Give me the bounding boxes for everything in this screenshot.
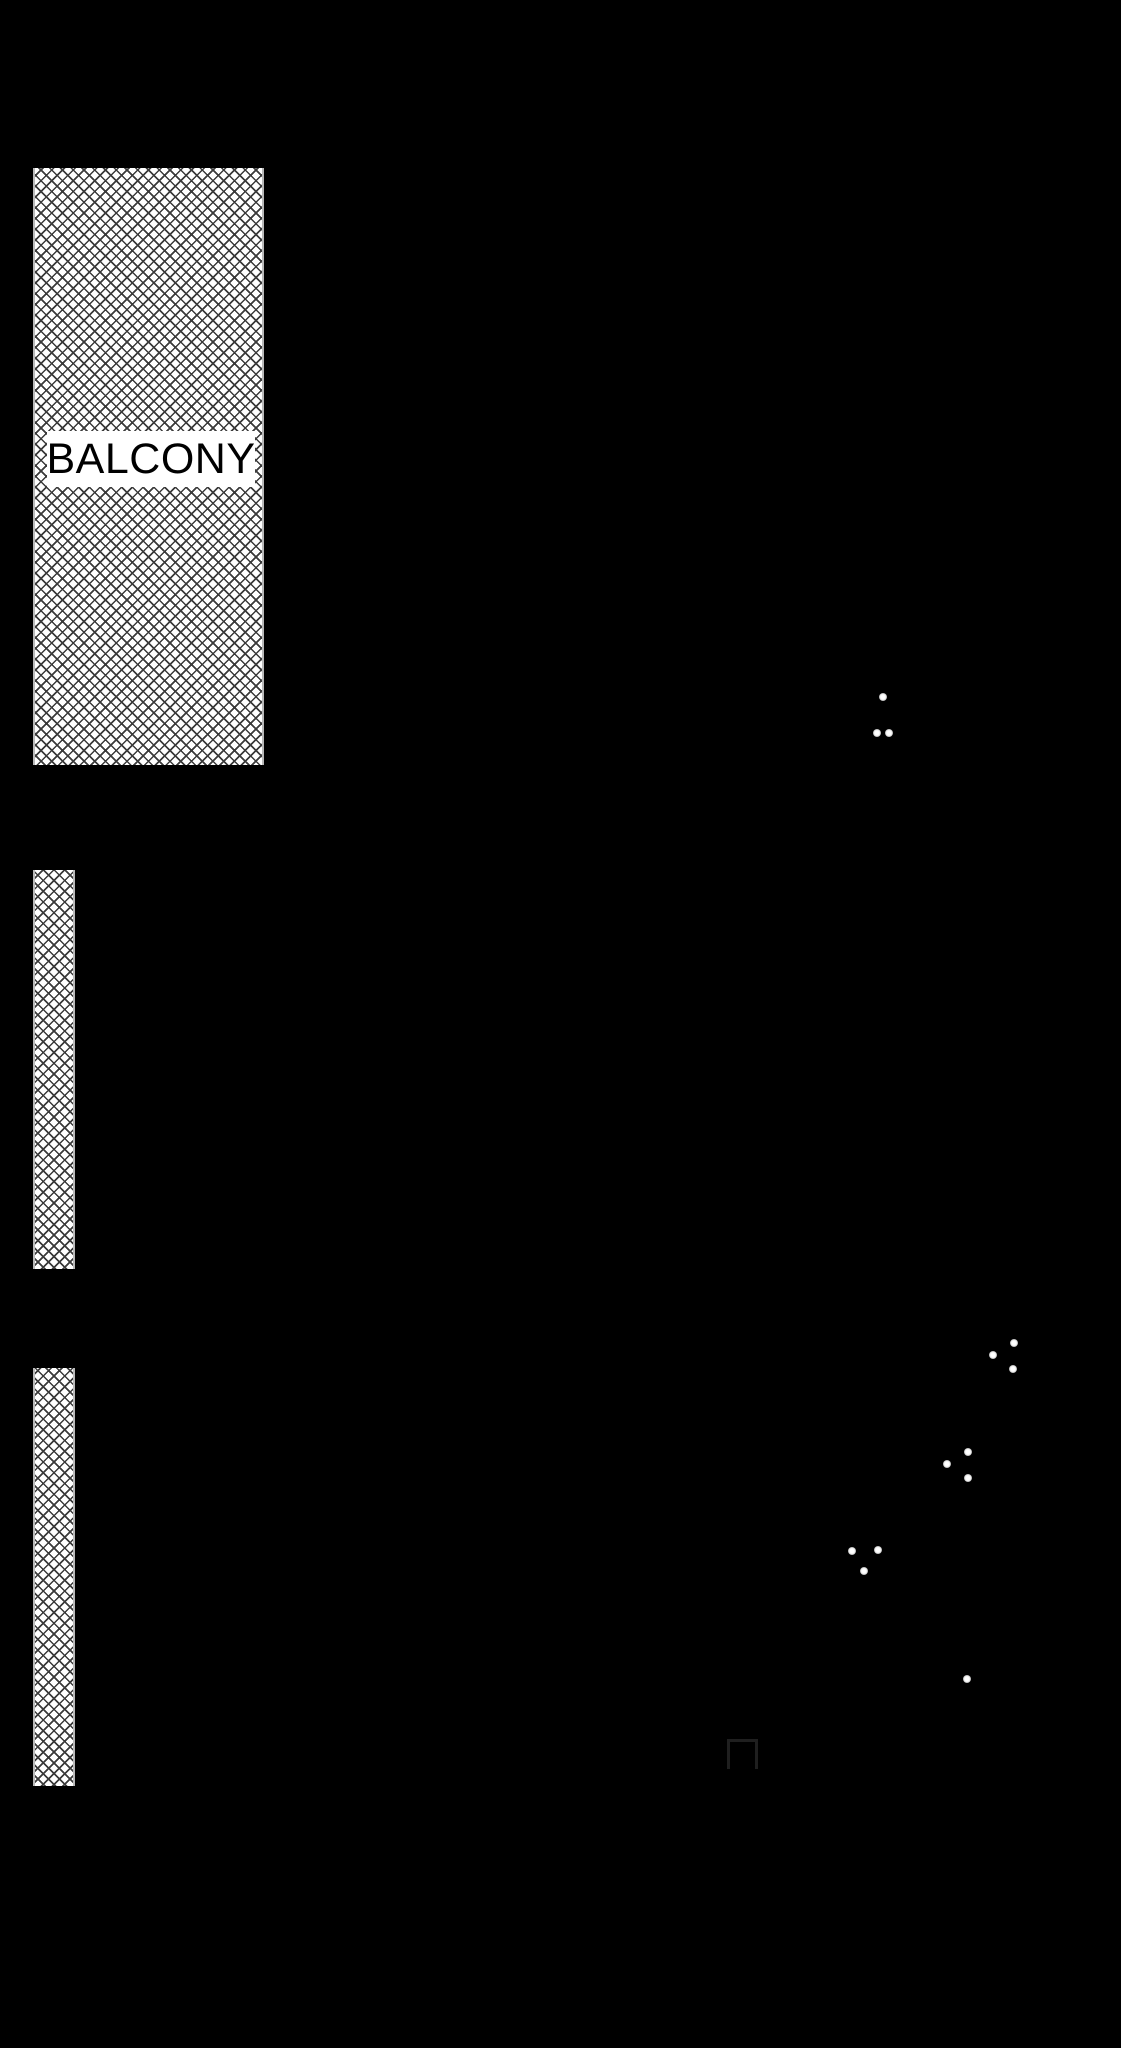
seat-marker-dot — [885, 729, 893, 737]
stage-bracket-outline — [727, 1739, 758, 1769]
seat-marker-dot — [1010, 1339, 1018, 1347]
hatched-wall-segment-upper — [33, 870, 75, 1269]
balcony-label: BALCONY — [46, 434, 256, 483]
seat-marker-dot — [879, 693, 887, 701]
seat-marker-dot — [989, 1351, 997, 1359]
seat-marker-dot — [943, 1460, 951, 1468]
seat-marker-dot — [873, 729, 881, 737]
balcony-hatched-area: BALCONY — [33, 168, 264, 765]
seat-marker-dot — [964, 1474, 972, 1482]
seat-marker-dot — [874, 1546, 882, 1554]
seat-marker-dot — [963, 1675, 971, 1683]
seat-marker-dot — [848, 1547, 856, 1555]
seat-marker-dot — [1009, 1365, 1017, 1373]
seat-marker-dot — [964, 1448, 972, 1456]
hatched-wall-segment-lower — [33, 1368, 75, 1786]
balcony-label-band: BALCONY — [47, 431, 255, 487]
seat-marker-dot — [860, 1567, 868, 1575]
